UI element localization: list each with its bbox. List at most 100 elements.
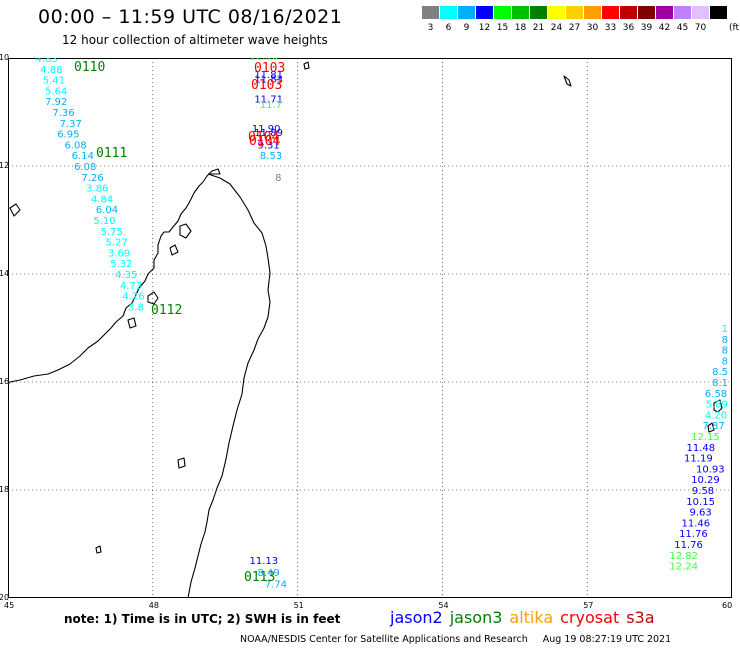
- wave-height-value: 11.83: [254, 75, 283, 86]
- color-scale-label: 27: [568, 23, 581, 33]
- wave-height-value: 7.36: [52, 108, 74, 119]
- color-scale-box: [584, 6, 601, 19]
- wave-height-value: 8.5: [712, 367, 728, 378]
- wave-height-value: 8: [722, 335, 728, 346]
- color-scale-box: [458, 6, 475, 19]
- wave-height-value: 4.35: [115, 270, 137, 281]
- color-scale-box: [692, 6, 709, 19]
- credit-line: NOAA/NESDIS Center for Satellite Applica…: [240, 634, 683, 645]
- wave-height-value: 6.04: [96, 205, 118, 216]
- europa-island: [177, 457, 186, 469]
- color-scale-label: 24: [550, 23, 563, 33]
- wave-height-value: 4.88: [40, 65, 62, 76]
- wave-height-value: 10.29: [691, 475, 720, 486]
- nosy-be-island: [179, 223, 192, 239]
- wave-height-value: 6.95: [57, 130, 79, 141]
- wave-height-value: 5.10: [93, 216, 115, 227]
- wave-height-value: 12.56: [249, 58, 278, 62]
- credit-organization: NOAA/NESDIS Center for Satellite Applica…: [240, 634, 528, 645]
- color-scale-label: 30: [586, 23, 599, 33]
- wave-height-value: 9.63: [689, 508, 711, 519]
- color-scale-box: [710, 6, 727, 19]
- wave-height-value: 11.13: [249, 556, 278, 567]
- wave-height-value: 4.26: [122, 292, 144, 303]
- wave-height-value: 10.93: [696, 464, 725, 475]
- color-scale-box: [674, 6, 691, 19]
- northwest-islands: [169, 244, 179, 256]
- wave-height-value: 1: [722, 324, 728, 335]
- wave-height-value: 11.7: [260, 100, 282, 111]
- wave-height-value: 11.76: [679, 529, 708, 540]
- color-scale-label: 9: [463, 23, 470, 33]
- color-scale-unit: (ft): [729, 23, 740, 33]
- color-scale-label: 36: [622, 23, 635, 33]
- wave-height-value: 9.58: [692, 486, 714, 497]
- wave-height-value: 11.89: [254, 128, 283, 139]
- legend-item-altika: altika: [509, 608, 554, 627]
- wave-height-value: 9.31: [258, 140, 280, 151]
- color-scale-label: 33: [604, 23, 617, 33]
- wave-height-value: 4.83: [35, 58, 57, 65]
- satellite-legend: jason2 jason3 altika cryosat s3a: [390, 608, 662, 627]
- bay-islands: [147, 291, 159, 305]
- wave-height-value: 7.87: [702, 421, 724, 432]
- wave-height-value: 7.26: [81, 173, 103, 184]
- latitude-tick-label: -10: [0, 53, 10, 62]
- color-scale-box: [548, 6, 565, 19]
- wave-height-value: 8: [722, 356, 728, 367]
- color-scale-box: [512, 6, 529, 19]
- wave-height-value: 8: [722, 346, 728, 357]
- color-scale-box: [494, 6, 511, 19]
- wave-height-value: 12.24: [669, 562, 698, 573]
- wave-height-value: 11.90: [252, 124, 281, 135]
- color-scale-box: [602, 6, 619, 19]
- latitude-tick-label: -12: [0, 161, 10, 170]
- color-scale-box: [476, 6, 493, 19]
- color-scale-box: [440, 6, 457, 19]
- wave-height-value: 3.86: [86, 184, 108, 195]
- legend-item-s3a: s3a: [626, 608, 655, 627]
- wave-height-value: 5.64: [45, 86, 67, 97]
- longitude-tick-label: 51: [293, 601, 304, 610]
- wave-height-value: 11.71: [254, 95, 283, 106]
- nw-corner-island: [303, 61, 310, 70]
- madagascar-east-coast: [187, 173, 271, 598]
- wave-height-value: 5.89: [706, 400, 728, 411]
- wave-height-value: 11.48: [686, 443, 715, 454]
- wave-height-labels: 4.834.885.415.647.927.367.376.956.086.14…: [35, 58, 728, 590]
- wave-height-value: 11.81: [254, 70, 283, 81]
- wave-height-value: 8: [275, 173, 281, 184]
- color-scale-label: 21: [532, 23, 545, 33]
- color-scale-label: 42: [658, 23, 671, 33]
- color-scale-label: 12: [478, 23, 491, 33]
- color-scale-label: 39: [640, 23, 653, 33]
- small-island-west: [95, 545, 102, 554]
- wave-height-value: 11.19: [684, 454, 713, 465]
- wave-height-value: 7.74: [265, 579, 287, 590]
- color-scale-label: 3: [427, 23, 434, 33]
- pass-id-label: 0104: [249, 134, 280, 149]
- color-scale-label: 70: [694, 23, 707, 33]
- wave-height-value: 10.15: [686, 497, 715, 508]
- wave-height-value: 6.08: [74, 162, 96, 173]
- wave-height-value: 8.53: [260, 151, 282, 162]
- color-scale-box: [638, 6, 655, 19]
- pass-id-label: 0113: [244, 570, 275, 585]
- map-title: 00:00 – 11:59 UTC 08/16/2021: [38, 6, 343, 28]
- color-scale-label: 15: [496, 23, 509, 33]
- pass-id-label: 0103: [254, 61, 285, 76]
- wave-height-value: 7.37: [60, 119, 82, 130]
- color-scale-box: [422, 6, 439, 19]
- color-scale-label: 45: [676, 23, 689, 33]
- map-frame: [8, 58, 732, 598]
- color-scale-label: 6: [445, 23, 452, 33]
- wave-height-map: 4.834.885.415.647.927.367.376.956.086.14…: [8, 58, 732, 598]
- credit-timestamp: Aug 19 08:27:19 UTC 2021: [542, 634, 672, 645]
- latitude-tick-label: -18: [0, 485, 10, 494]
- wave-height-value: 7.92: [45, 97, 67, 108]
- longitude-tick-label: 57: [583, 601, 594, 610]
- wave-height-value: 3.8: [128, 302, 144, 313]
- madagascar-north-tip: [202, 168, 221, 183]
- west-coast-islands: [127, 317, 137, 329]
